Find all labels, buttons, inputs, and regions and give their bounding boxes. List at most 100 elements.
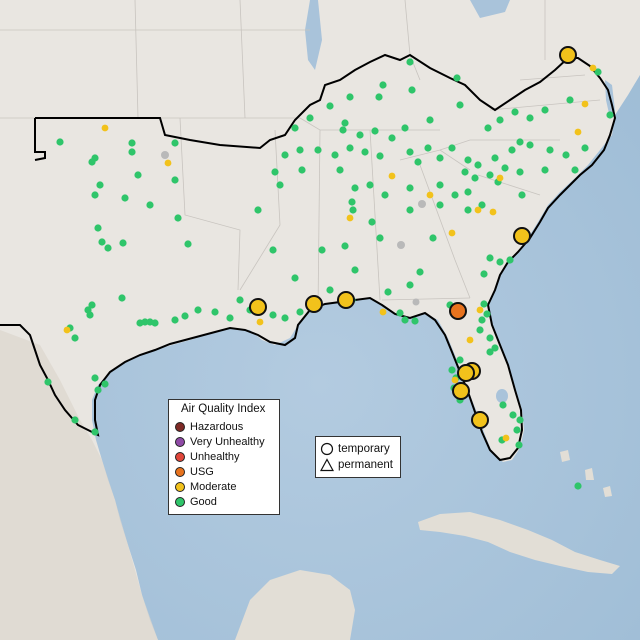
good-monitor-dot xyxy=(151,319,159,327)
good-monitor-dot xyxy=(348,198,356,206)
good-monitor-dot xyxy=(341,119,349,127)
legend-item-very-unhealthy: Very Unhealthy xyxy=(175,435,265,449)
moderate-monitor-dot xyxy=(496,174,504,182)
good-monitor-dot xyxy=(341,242,349,250)
good-monitor-dot xyxy=(509,411,517,419)
good-monitor-dot xyxy=(480,270,488,278)
legend-label-temporary: temporary xyxy=(338,443,390,455)
triangle-icon xyxy=(320,458,334,472)
large-temporary-monitor[interactable] xyxy=(337,291,355,309)
good-monitor-dot xyxy=(401,316,409,324)
good-monitor-dot xyxy=(291,274,299,282)
no-data-monitors xyxy=(161,151,426,306)
moderate-monitor-dot xyxy=(581,100,589,108)
good-monitor-dot xyxy=(171,139,179,147)
good-monitor-dot xyxy=(566,96,574,104)
large-temporary-monitor[interactable] xyxy=(249,298,267,316)
good-monitor-dot xyxy=(491,154,499,162)
moderate-monitor-dot xyxy=(474,206,482,214)
region-boundary xyxy=(0,53,617,462)
legend-label-hazardous: Hazardous xyxy=(190,421,244,433)
good-monitor-dot xyxy=(436,181,444,189)
good-monitor-dot xyxy=(269,311,277,319)
large-temporary-monitors[interactable] xyxy=(249,46,577,429)
good-monitor-dot xyxy=(349,206,357,214)
good-monitor-dot xyxy=(388,134,396,142)
good-monitor-dot xyxy=(416,268,424,276)
good-monitor-dot xyxy=(478,201,486,209)
good-monitor-dot xyxy=(254,206,262,214)
legend-label-very-unhealthy: Very Unhealthy xyxy=(190,436,265,448)
large-temporary-monitor[interactable] xyxy=(471,411,489,429)
good-monitor-dot xyxy=(451,191,459,199)
good-monitor-dot xyxy=(379,81,387,89)
large-temporary-monitor[interactable] xyxy=(559,46,577,64)
good-monitor-dot xyxy=(101,380,109,388)
good-monitor-dot xyxy=(456,101,464,109)
good-monitor-dot xyxy=(104,244,112,252)
good-monitor-dot xyxy=(474,161,482,169)
good-monitor-dot xyxy=(414,158,422,166)
moderate-swatch xyxy=(175,482,185,492)
legend-item-good: Good xyxy=(175,495,217,509)
good-monitor-dot xyxy=(406,58,414,66)
large-temporary-monitor[interactable] xyxy=(449,302,467,320)
good-monitor-dot xyxy=(271,168,279,176)
bahamas xyxy=(560,450,612,497)
moderate-monitor-dot xyxy=(502,434,510,442)
good-monitor-dot xyxy=(464,206,472,214)
good-monitor-dot xyxy=(291,124,299,132)
good-monitor-dot xyxy=(351,184,359,192)
moderate-monitors xyxy=(63,64,597,442)
good-monitor-dot xyxy=(326,102,334,110)
good-monitor-dot xyxy=(516,168,524,176)
good-monitor-dot xyxy=(464,156,472,164)
good-monitor-dot xyxy=(281,151,289,159)
moderate-monitor-dot xyxy=(164,159,172,167)
good-monitor-dot xyxy=(356,131,364,139)
good-monitor-dot xyxy=(513,426,521,434)
moderate-monitor-dot xyxy=(476,306,484,314)
good-monitor-dot xyxy=(526,141,534,149)
aqi-legend-title: Air Quality Index xyxy=(181,403,266,415)
good-monitor-dot xyxy=(171,176,179,184)
state-lines xyxy=(0,0,601,311)
good-monitor-dot xyxy=(174,214,182,222)
good-monitor-dot xyxy=(476,326,484,334)
good-monitor-dot xyxy=(91,191,99,199)
mexico-relief xyxy=(0,330,158,640)
circle-icon xyxy=(320,442,334,456)
good-monitor-dot xyxy=(381,191,389,199)
good-monitor-dot xyxy=(574,482,582,490)
good-monitor-dot xyxy=(448,366,456,374)
good-monitor-dot xyxy=(296,308,304,316)
good-monitor-dot xyxy=(368,218,376,226)
yucatan xyxy=(235,570,355,640)
good-monitor-dot xyxy=(281,314,289,322)
good-monitor-dot xyxy=(406,184,414,192)
good-monitor-dot xyxy=(121,194,129,202)
good-monitor-dot xyxy=(408,86,416,94)
moderate-monitor-dot xyxy=(426,191,434,199)
good-monitor-dot xyxy=(88,301,96,309)
good-monitor-dot xyxy=(346,144,354,152)
legend-label-moderate: Moderate xyxy=(190,481,237,493)
large-temporary-monitor[interactable] xyxy=(305,295,323,313)
moderate-monitor-dot xyxy=(451,376,459,384)
large-temporary-monitor[interactable] xyxy=(513,227,531,245)
good-swatch xyxy=(175,497,185,507)
good-monitor-dot xyxy=(91,374,99,382)
good-monitor-dot xyxy=(546,146,554,154)
large-temporary-monitor[interactable] xyxy=(457,364,475,382)
lake-okeechobee xyxy=(496,389,508,403)
good-monitor-dot xyxy=(91,428,99,436)
good-monitor-dot xyxy=(98,238,106,246)
good-monitor-dot xyxy=(134,171,142,179)
good-monitor-dot xyxy=(351,266,359,274)
good-monitor-dot xyxy=(86,311,94,319)
good-monitor-dot xyxy=(606,111,614,119)
good-monitor-dot xyxy=(306,114,314,122)
moderate-monitor-dot xyxy=(388,172,396,180)
large-temporary-monitor[interactable] xyxy=(452,382,470,400)
